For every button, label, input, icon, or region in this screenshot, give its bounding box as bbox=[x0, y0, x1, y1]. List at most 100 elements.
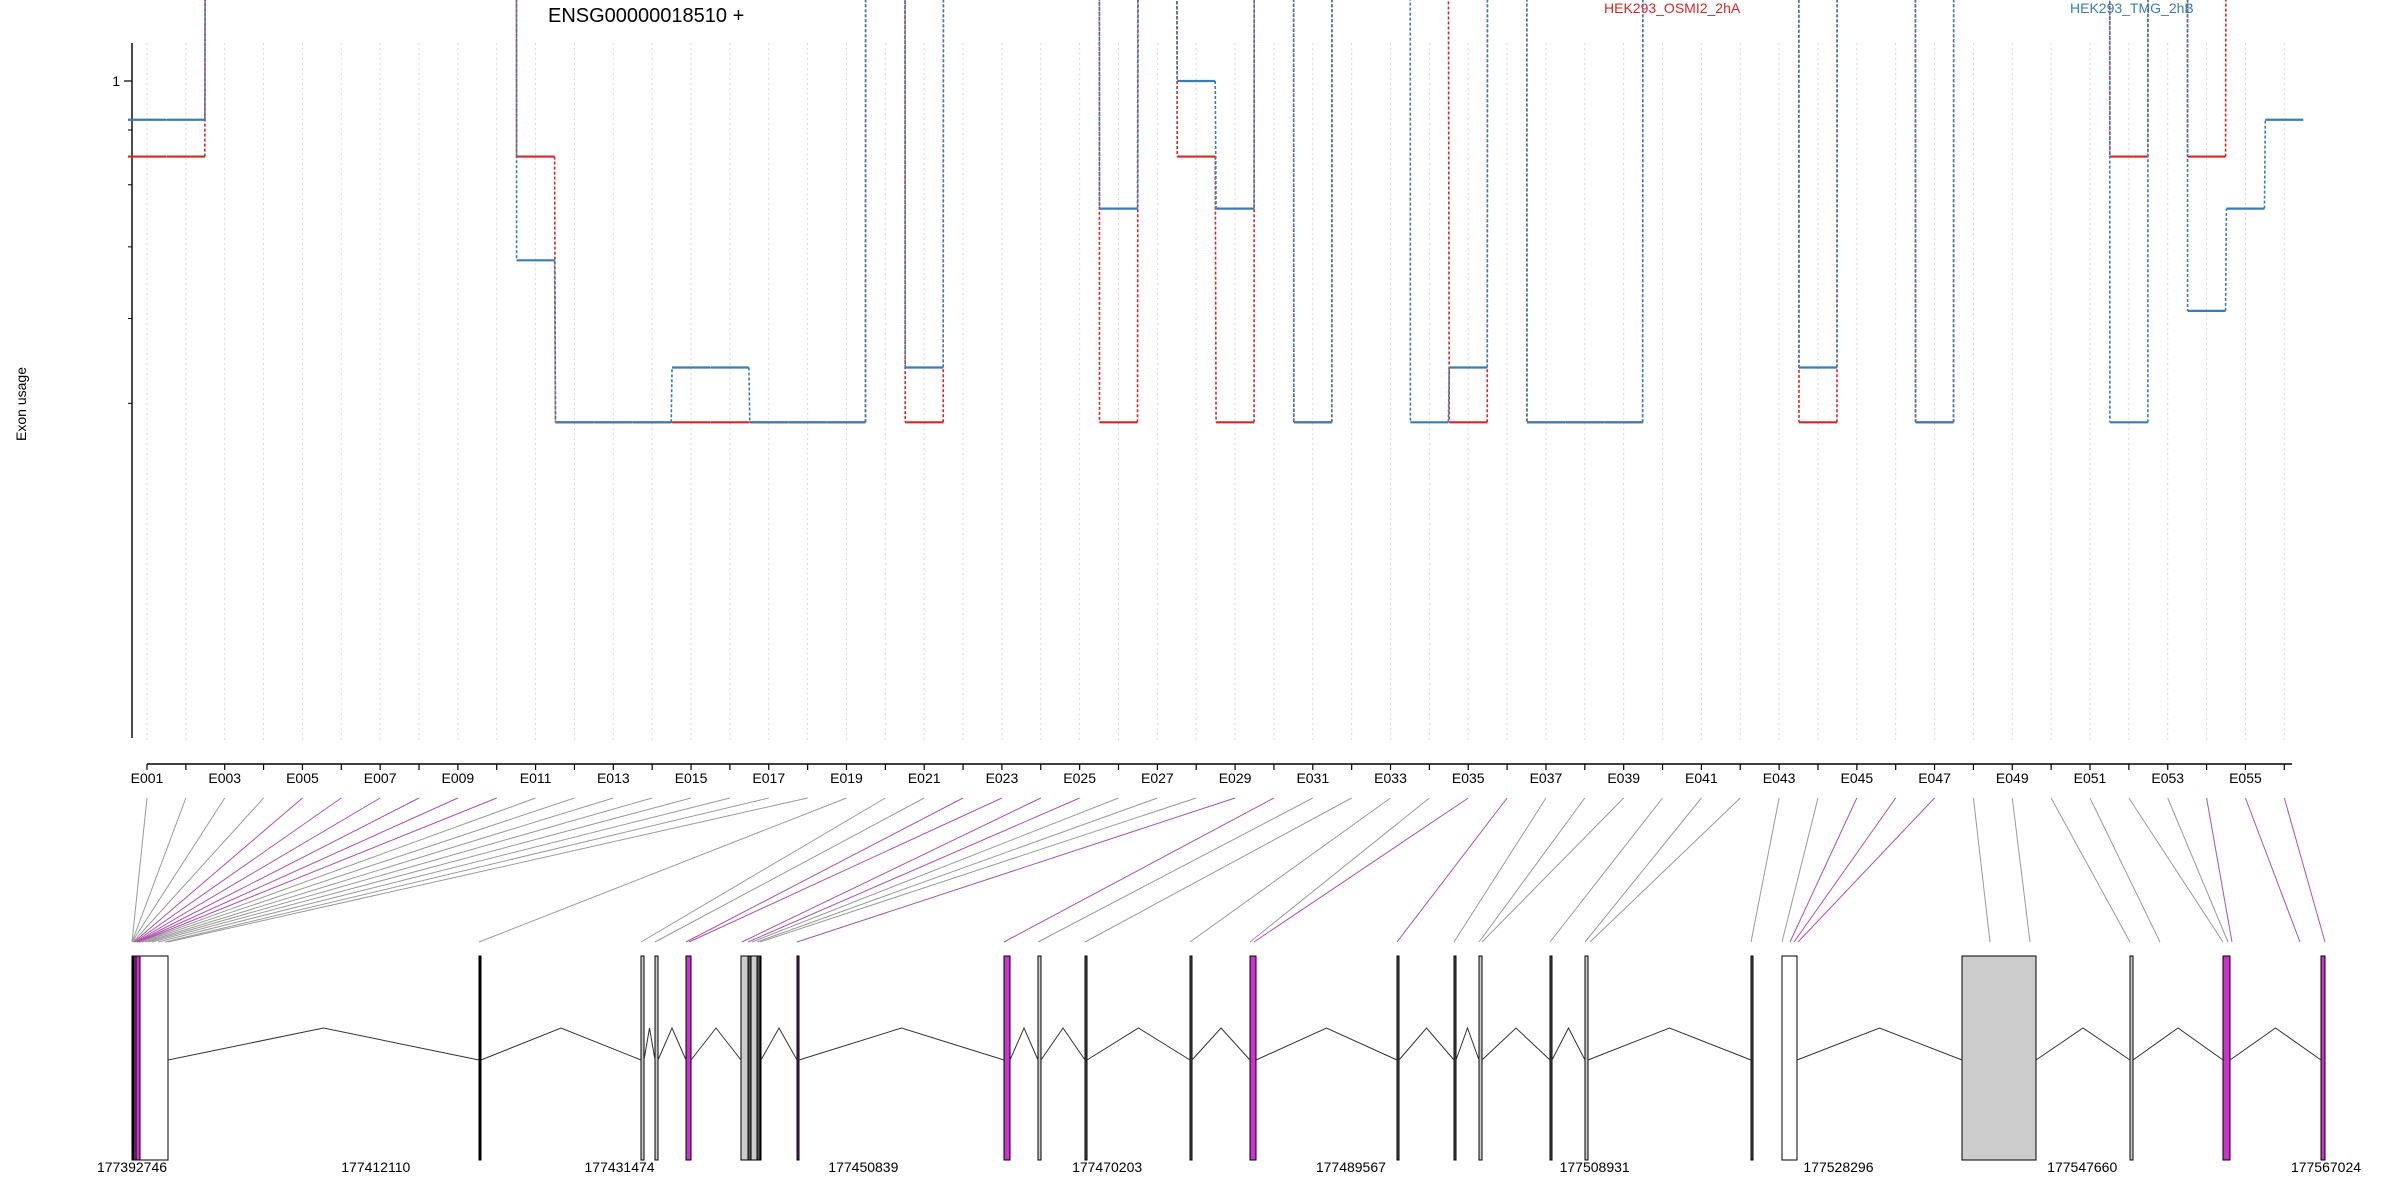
data-connector bbox=[2186, 0, 2189, 311]
exon-box bbox=[2222, 955, 2231, 1161]
connector-line bbox=[1750, 797, 1780, 943]
connector-line bbox=[141, 797, 575, 943]
data-connector bbox=[1214, 80, 1217, 209]
intron-line bbox=[1040, 1027, 1086, 1061]
gene-model bbox=[131, 955, 2326, 1161]
connector-line bbox=[147, 797, 653, 943]
data-connector bbox=[2147, 0, 2149, 157]
connector-line bbox=[1253, 797, 1469, 943]
genome-tick-label: 177528296 bbox=[1803, 1159, 1873, 1175]
exon-box bbox=[139, 955, 169, 1161]
genome-coordinate-axis: 177392746 177412110 177431474 177450839 1774… bbox=[97, 1159, 2361, 1175]
x-axis: E001 E003 E005 E007 E009 E011 E013 E015 E017 E019… bbox=[131, 764, 2285, 786]
x-tick-label: E049 bbox=[1996, 770, 2029, 786]
connector-line bbox=[1453, 797, 1547, 943]
connector-line bbox=[1084, 797, 1352, 943]
connector-line bbox=[478, 797, 847, 943]
x-tick-label: E031 bbox=[1296, 770, 1329, 786]
data-connector bbox=[1136, 0, 1139, 209]
data-connector bbox=[1098, 0, 1101, 423]
connector-line bbox=[1789, 797, 1858, 943]
x-tick-label: E009 bbox=[442, 770, 475, 786]
x-tick-label: E021 bbox=[908, 770, 941, 786]
exon-box bbox=[1453, 955, 1457, 1161]
x-tick-label: E045 bbox=[1840, 770, 1873, 786]
data-connector bbox=[1641, 0, 1644, 423]
x-tick-label: E015 bbox=[675, 770, 708, 786]
exon-box bbox=[1003, 955, 1011, 1161]
connector-line bbox=[2089, 797, 2161, 943]
exon-box bbox=[1549, 955, 1553, 1161]
x-tick-label: E039 bbox=[1607, 770, 1640, 786]
x-tick-label: E051 bbox=[2074, 770, 2107, 786]
exon-box bbox=[1084, 955, 1088, 1161]
connector-line bbox=[1396, 797, 1508, 943]
genome-tick-label: 177392746 bbox=[97, 1159, 167, 1175]
legend-series-2: HEK293_TMG_2hB bbox=[2070, 0, 2194, 16]
data-connector bbox=[1176, 0, 1179, 157]
connector-line bbox=[139, 797, 536, 943]
intron-line bbox=[1255, 1027, 1398, 1061]
chart-title: ENSG00000018510 + bbox=[548, 5, 744, 27]
data-connector bbox=[1292, 0, 1295, 423]
exon-box bbox=[2129, 955, 2134, 1161]
y-axis: 1101001000 bbox=[112, 73, 132, 404]
genome-tick-label: 177431474 bbox=[585, 1159, 655, 1175]
connector-line bbox=[741, 797, 1041, 943]
intron-line bbox=[690, 1027, 742, 1061]
connector-line bbox=[1189, 797, 1391, 943]
x-tick-label: E023 bbox=[986, 770, 1019, 786]
x-tick-label: E037 bbox=[1530, 770, 1563, 786]
exon-box bbox=[1961, 955, 2037, 1161]
data-connector bbox=[864, 0, 867, 423]
genome-tick-label: 177567024 bbox=[2291, 1159, 2361, 1175]
x-tick-label: E033 bbox=[1374, 770, 1407, 786]
connector-line bbox=[1037, 797, 1314, 943]
connector-line bbox=[751, 797, 1119, 943]
x-tick-label: E025 bbox=[1063, 770, 1096, 786]
x-tick-label: E043 bbox=[1763, 770, 1796, 786]
data-connector bbox=[1526, 0, 1528, 423]
x-tick-label: E001 bbox=[131, 770, 164, 786]
connector-line bbox=[167, 797, 808, 943]
connector-line bbox=[640, 797, 886, 943]
intron-line bbox=[480, 1027, 642, 1061]
connector-line bbox=[1589, 797, 1741, 943]
connector-line bbox=[2206, 797, 2233, 943]
data-connector bbox=[1331, 0, 1333, 423]
data-connector bbox=[670, 367, 673, 423]
x-tick-label: E047 bbox=[1918, 770, 1951, 786]
exon-box bbox=[1781, 955, 1798, 1161]
connector-line bbox=[144, 797, 614, 943]
exon-box bbox=[654, 955, 659, 1161]
connector-line bbox=[2050, 797, 2131, 943]
intron-line bbox=[760, 1026, 798, 1061]
x-tick-label: E053 bbox=[2151, 770, 2184, 786]
x-tick-label: E019 bbox=[830, 770, 863, 786]
connector-line bbox=[134, 797, 342, 943]
exon-box bbox=[1249, 955, 1257, 1161]
exon-box bbox=[640, 955, 645, 1161]
connector-line bbox=[131, 797, 148, 943]
data-connector bbox=[1952, 0, 1955, 423]
connector-line bbox=[151, 797, 692, 943]
exon-box bbox=[796, 955, 800, 1161]
connector-line bbox=[137, 797, 459, 943]
intron-line bbox=[2229, 1027, 2322, 1061]
exon-box bbox=[1750, 955, 1754, 1161]
y-tick-label: 1 bbox=[112, 73, 120, 89]
connector-line bbox=[747, 797, 1080, 943]
series-2 bbox=[128, 0, 2304, 424]
intron-line bbox=[1009, 1026, 1039, 1061]
x-tick-label: E055 bbox=[2229, 770, 2262, 786]
series-1 bbox=[128, 0, 2227, 424]
intron-line bbox=[1191, 1027, 1251, 1061]
connector-line bbox=[1478, 797, 1586, 943]
genome-tick-label: 177547660 bbox=[2047, 1159, 2117, 1175]
connector-line bbox=[1781, 797, 1819, 943]
intron-line bbox=[1481, 1027, 1551, 1061]
exon-box bbox=[1396, 955, 1400, 1161]
x-tick-label: E017 bbox=[752, 770, 785, 786]
x-tick-label: E005 bbox=[286, 770, 319, 786]
connector-line bbox=[1797, 797, 1935, 943]
